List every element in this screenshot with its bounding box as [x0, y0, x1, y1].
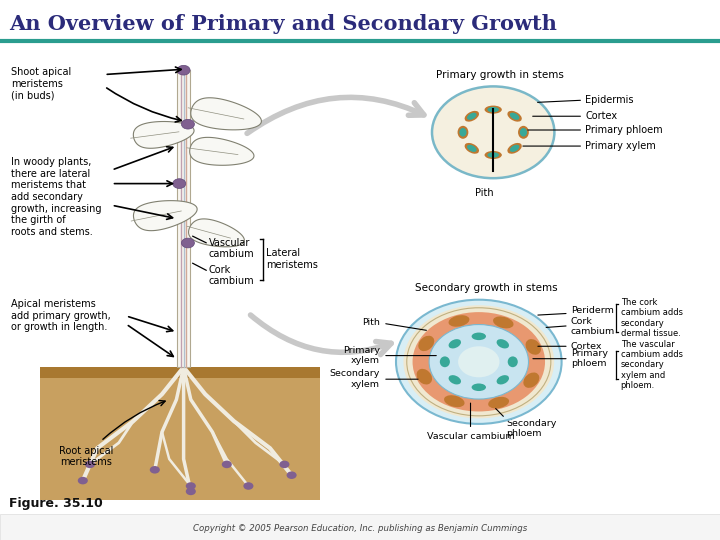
Text: Root apical
meristems: Root apical meristems: [59, 446, 114, 467]
Ellipse shape: [508, 143, 522, 154]
Ellipse shape: [464, 143, 479, 154]
Text: Cortex: Cortex: [571, 342, 603, 351]
Circle shape: [396, 300, 562, 424]
Ellipse shape: [485, 151, 502, 159]
Circle shape: [432, 86, 554, 178]
Ellipse shape: [459, 128, 467, 137]
Text: Secondary
xylem: Secondary xylem: [330, 369, 380, 389]
Text: Cork
cambium: Cork cambium: [571, 316, 615, 336]
Circle shape: [78, 477, 88, 484]
Text: Epidermis: Epidermis: [585, 95, 634, 105]
Ellipse shape: [440, 356, 450, 367]
FancyBboxPatch shape: [0, 514, 720, 540]
Ellipse shape: [497, 339, 509, 348]
FancyBboxPatch shape: [40, 367, 320, 378]
Circle shape: [181, 238, 194, 248]
Circle shape: [173, 179, 186, 188]
Text: Primary
phloem: Primary phloem: [571, 349, 608, 368]
Polygon shape: [189, 219, 244, 247]
Ellipse shape: [449, 339, 461, 348]
Circle shape: [429, 325, 528, 399]
Text: An Overview of Primary and Secondary Growth: An Overview of Primary and Secondary Gro…: [9, 14, 557, 35]
Text: Cork
cambium: Cork cambium: [209, 265, 254, 286]
Circle shape: [403, 305, 554, 418]
Ellipse shape: [458, 126, 469, 139]
Polygon shape: [189, 137, 254, 165]
Text: Pith: Pith: [362, 318, 380, 327]
Circle shape: [287, 471, 297, 479]
Text: Copyright © 2005 Pearson Education, Inc. publishing as Benjamin Cummings: Copyright © 2005 Pearson Education, Inc.…: [193, 524, 527, 532]
Ellipse shape: [487, 152, 499, 158]
Ellipse shape: [418, 336, 434, 351]
Circle shape: [413, 312, 545, 411]
Ellipse shape: [472, 383, 486, 391]
Ellipse shape: [449, 375, 461, 384]
Circle shape: [186, 488, 196, 495]
Text: Secondary
phloem: Secondary phloem: [506, 419, 557, 438]
Circle shape: [177, 65, 190, 75]
Text: Primary xylem: Primary xylem: [585, 141, 656, 151]
Ellipse shape: [467, 145, 477, 152]
Ellipse shape: [449, 315, 469, 327]
Ellipse shape: [467, 113, 477, 120]
Text: Vascular
cambium: Vascular cambium: [209, 238, 254, 259]
Polygon shape: [133, 201, 197, 231]
Text: Pith: Pith: [475, 188, 494, 198]
Text: The cork
cambium adds
secondary
dermal tissue.: The cork cambium adds secondary dermal t…: [621, 298, 683, 338]
Ellipse shape: [520, 128, 527, 137]
Circle shape: [186, 482, 196, 490]
Ellipse shape: [485, 106, 502, 114]
Text: Vascular cambium: Vascular cambium: [427, 432, 514, 441]
Ellipse shape: [526, 339, 541, 355]
Ellipse shape: [510, 113, 519, 120]
Circle shape: [458, 346, 500, 377]
Ellipse shape: [493, 316, 513, 328]
Circle shape: [222, 461, 232, 468]
Text: Cortex: Cortex: [585, 111, 618, 122]
Text: Primary phloem: Primary phloem: [585, 125, 663, 135]
Ellipse shape: [464, 111, 479, 122]
Text: In woody plants,
there are lateral
meristems that
add secondary
growth, increasi: In woody plants, there are lateral meris…: [11, 157, 102, 237]
Ellipse shape: [510, 145, 519, 152]
Circle shape: [279, 461, 289, 468]
Text: Apical meristems
add primary growth,
or growth in length.: Apical meristems add primary growth, or …: [11, 299, 111, 333]
FancyBboxPatch shape: [40, 367, 320, 500]
Circle shape: [181, 119, 194, 129]
Ellipse shape: [523, 373, 539, 388]
Text: Shoot apical
meristems
(in buds): Shoot apical meristems (in buds): [11, 67, 71, 100]
Ellipse shape: [472, 333, 486, 340]
Circle shape: [150, 466, 160, 474]
Polygon shape: [133, 122, 194, 148]
Ellipse shape: [444, 395, 464, 407]
Polygon shape: [191, 98, 261, 130]
Text: Primary
xylem: Primary xylem: [343, 346, 380, 365]
Ellipse shape: [518, 126, 528, 139]
Ellipse shape: [488, 397, 509, 408]
Text: Figure. 35.10: Figure. 35.10: [9, 497, 103, 510]
Ellipse shape: [487, 107, 499, 112]
Text: Periderm: Periderm: [571, 306, 614, 315]
Circle shape: [85, 461, 95, 468]
Circle shape: [243, 482, 253, 490]
Text: Primary growth in stems: Primary growth in stems: [436, 70, 564, 80]
Text: Secondary growth in stems: Secondary growth in stems: [415, 283, 557, 293]
Text: Lateral
meristems: Lateral meristems: [266, 248, 318, 270]
Text: The vascular
cambium adds
secondary
xylem and
phloem.: The vascular cambium adds secondary xyle…: [621, 340, 683, 390]
Ellipse shape: [508, 356, 518, 367]
Ellipse shape: [497, 375, 509, 384]
Ellipse shape: [508, 111, 522, 122]
Ellipse shape: [417, 369, 432, 384]
FancyBboxPatch shape: [177, 70, 190, 367]
